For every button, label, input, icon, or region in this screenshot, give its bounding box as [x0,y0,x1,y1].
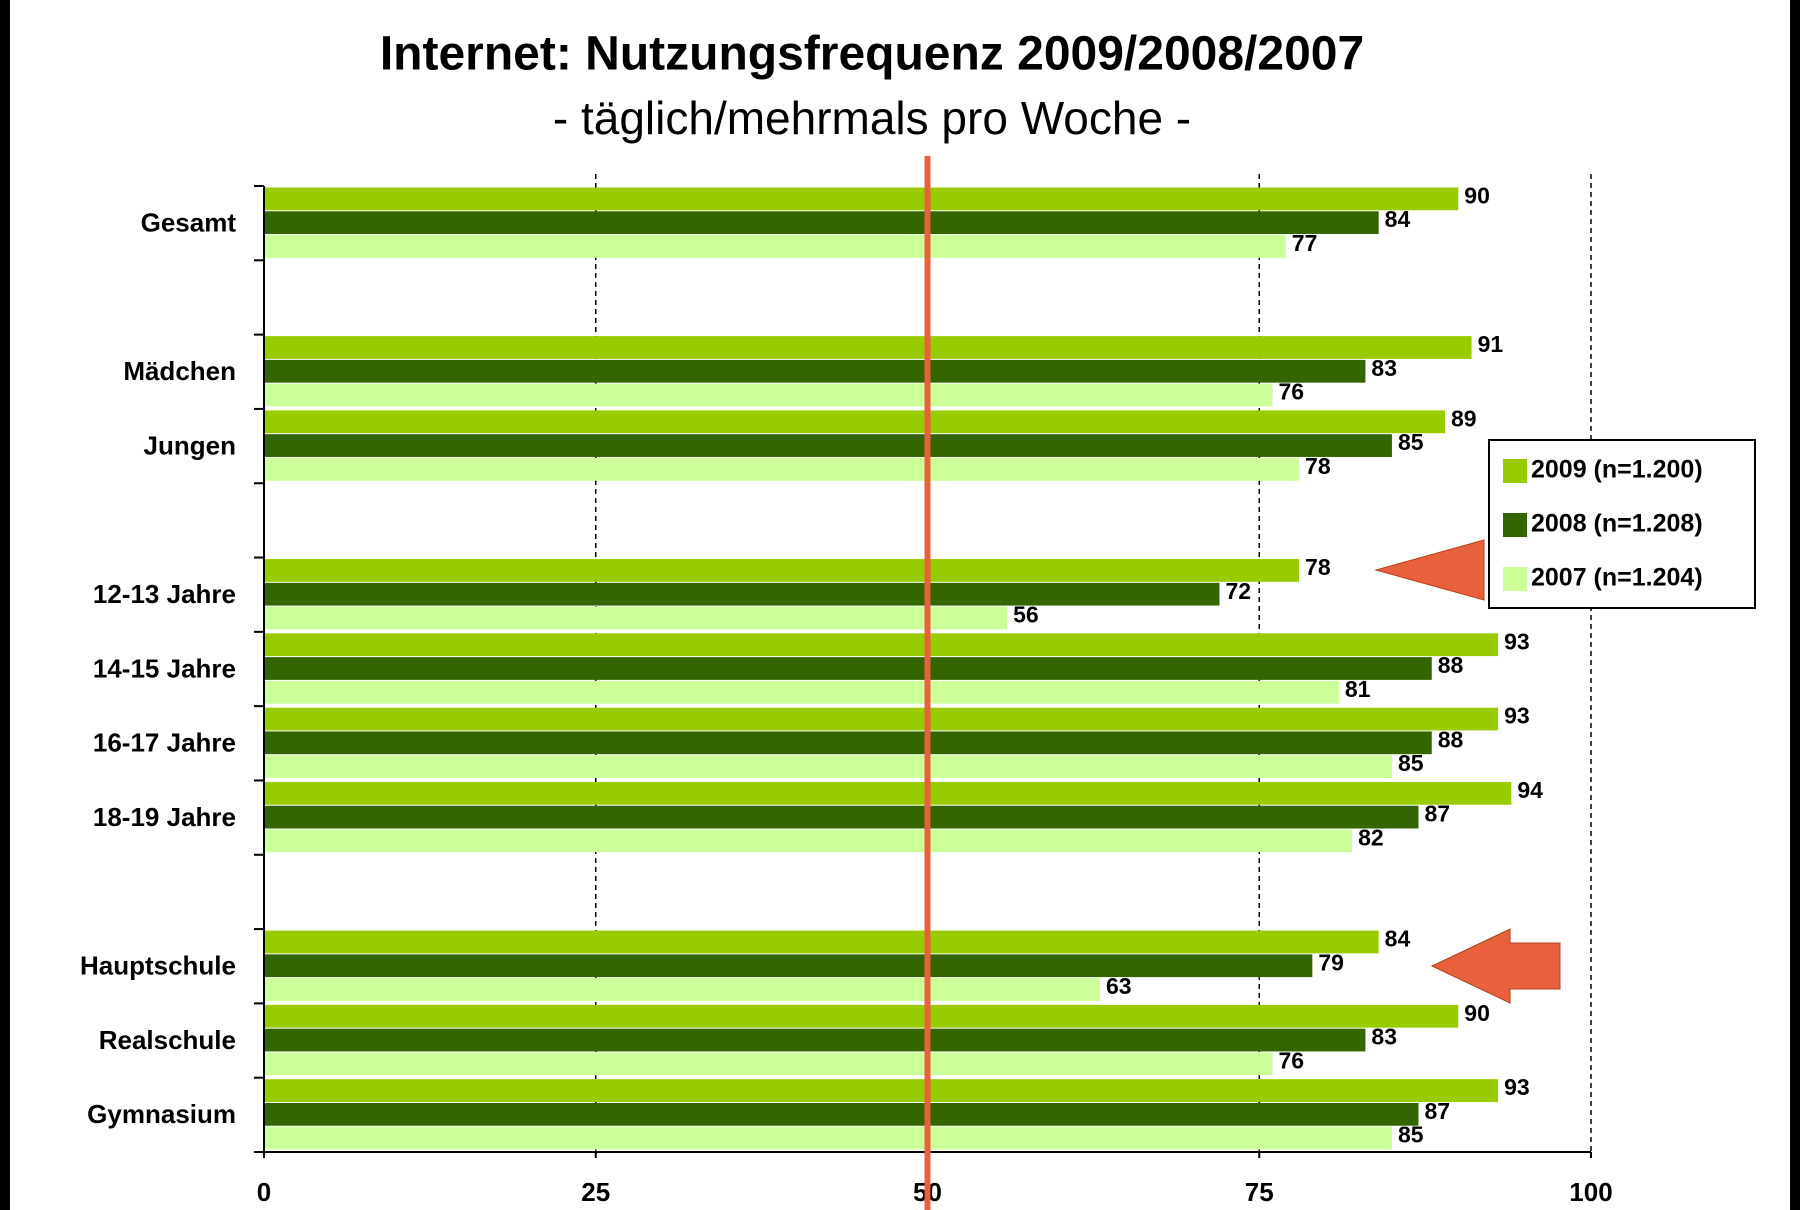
y-tick-label: Gesamt [141,208,237,238]
value-label: 72 [1225,578,1251,604]
value-label: 76 [1279,379,1305,405]
legend-box [1488,439,1756,609]
bar [264,235,1286,258]
bar [264,1102,1419,1126]
x-tick-label: 25 [581,1177,610,1207]
value-label: 78 [1305,554,1331,580]
value-label: 83 [1371,1024,1397,1050]
y-tick-label: Hauptschule [80,951,236,981]
value-label: 87 [1424,1098,1450,1124]
value-label: 84 [1385,206,1411,232]
bar [264,187,1459,211]
bar [264,707,1499,731]
value-label: 82 [1358,824,1384,850]
value-label: 90 [1464,182,1490,208]
y-tick-label: 14-15 Jahre [93,653,236,683]
bar [264,211,1379,235]
x-tick-label: 75 [1245,1177,1274,1207]
value-label: 78 [1305,453,1331,479]
value-label: 89 [1451,405,1477,431]
bar [264,633,1499,657]
bar [264,1028,1366,1052]
value-label: 87 [1424,801,1450,827]
bar [264,781,1512,805]
legend-label: 2007 (n=1.204) [1531,564,1703,592]
value-label: 85 [1398,429,1424,455]
bar [264,582,1220,606]
y-tick-label: 18-19 Jahre [93,802,236,832]
value-label: 93 [1504,1074,1530,1100]
y-tick-label: Jungen [144,430,236,460]
x-tick-label: 0 [257,1177,271,1207]
legend-swatch [1503,513,1527,537]
value-label: 76 [1279,1047,1305,1073]
value-label: 77 [1292,230,1318,256]
bar [264,559,1300,582]
legend-label: 2009 (n=1.200) [1531,456,1703,484]
value-label: 56 [1013,602,1039,628]
legend-swatch [1503,567,1527,591]
value-label: 94 [1517,777,1543,803]
bar [264,1004,1459,1028]
value-label: 93 [1504,703,1530,729]
y-tick-label: Realschule [99,1025,236,1055]
bar [264,954,1313,978]
bar [264,978,1101,1001]
value-label: 88 [1438,726,1464,752]
value-label: 90 [1464,1000,1490,1026]
bar [264,1052,1273,1076]
value-label: 93 [1504,628,1530,654]
chart-subtitle: - täglich/mehrmals pro Woche - [553,92,1191,144]
arrow [1374,539,1485,601]
bar [264,731,1432,755]
y-tick-label: Gymnasium [87,1099,236,1129]
bar [264,383,1273,407]
value-label: 84 [1385,926,1411,952]
bar [264,336,1472,359]
x-tick-label: 100 [1569,1177,1612,1207]
bar [264,680,1339,704]
bar [264,829,1353,853]
value-label: 91 [1478,331,1504,357]
chart-title: Internet: Nutzungsfrequenz 2009/2008/200… [380,28,1364,81]
bar [264,657,1432,680]
bar [264,359,1366,383]
y-tick-label: 12-13 Jahre [93,579,236,609]
value-label: 88 [1438,652,1464,678]
bar [264,1126,1392,1150]
bar [264,410,1446,434]
value-label: 81 [1345,676,1371,702]
arrow [1430,928,1561,1004]
bar [264,930,1379,954]
value-label: 85 [1398,1122,1424,1148]
bar [264,805,1419,829]
bar [264,434,1392,457]
bar [264,755,1392,778]
value-label: 63 [1106,973,1132,999]
value-label: 79 [1318,949,1344,975]
legend-label: 2008 (n=1.208) [1531,510,1703,538]
bar [264,606,1008,630]
value-label: 85 [1398,750,1424,776]
y-tick-label: 16-17 Jahre [93,728,236,758]
bar [264,457,1300,481]
value-label: 83 [1371,355,1397,381]
legend-swatch [1503,459,1527,483]
y-tick-label: Mädchen [123,356,236,386]
bar [264,1079,1499,1102]
